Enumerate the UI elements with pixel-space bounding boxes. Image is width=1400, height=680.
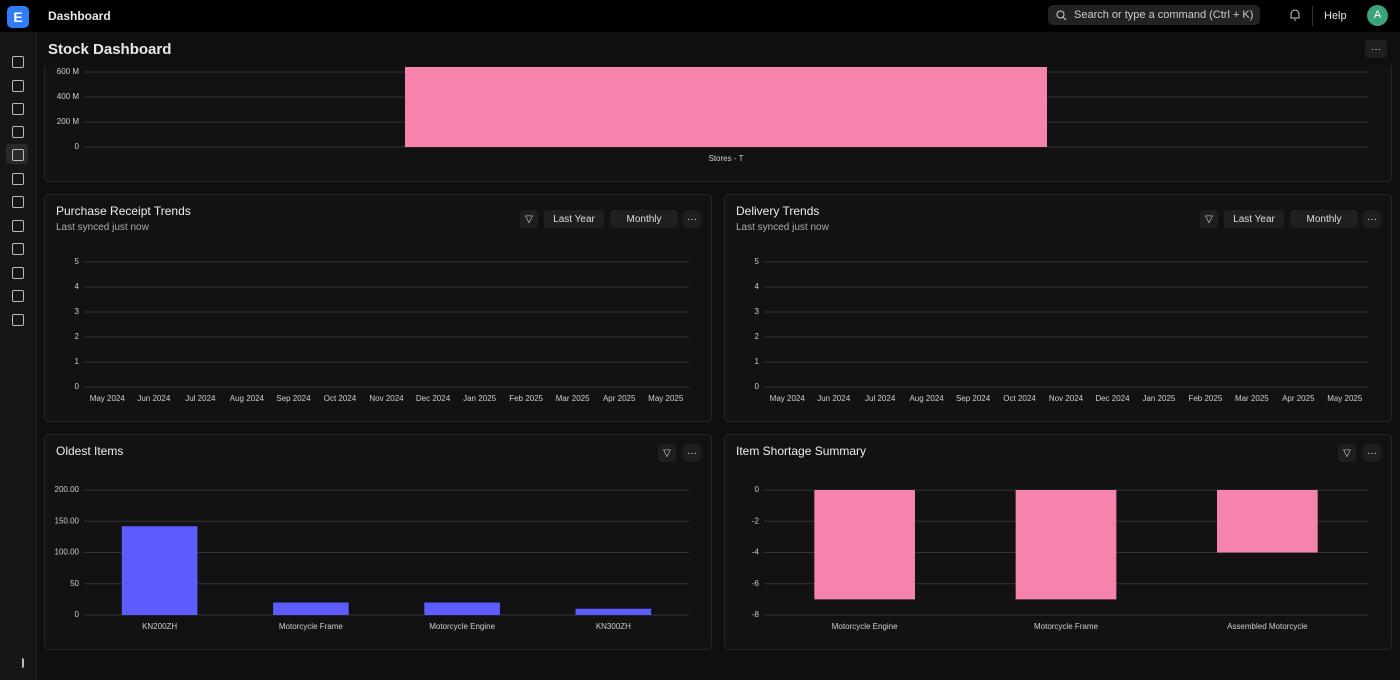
nav-icon[interactable] [12, 243, 24, 255]
nav-icon[interactable] [12, 103, 24, 115]
panel: Purchase Receipt Trends Last synced just… [44, 194, 712, 422]
search-bar[interactable]: Search or type a command (Ctrl + K) [1048, 5, 1260, 25]
nav-icon[interactable] [12, 220, 24, 232]
chart-title: Item Shortage Summary [736, 444, 867, 458]
menu-button[interactable]: ··· [683, 210, 701, 228]
chart-title: Purchase Receipt Trends [56, 204, 191, 218]
panel: Oldest Items ▽ ··· [44, 434, 712, 650]
filter-button[interactable]: ▽ [658, 444, 676, 462]
nav-icon[interactable] [12, 173, 24, 185]
menu-button[interactable]: ··· [1363, 210, 1381, 228]
nav-icon[interactable] [12, 126, 24, 138]
chart-title: Oldest Items [56, 444, 124, 458]
menu-button[interactable]: ··· [1363, 444, 1381, 462]
top-bar: E Dashboard Search or type a command (Ct… [0, 0, 1400, 32]
avatar[interactable]: A [1367, 5, 1388, 26]
menu-button[interactable]: ··· [683, 444, 701, 462]
nav-icon[interactable] [12, 196, 24, 208]
notification-icon[interactable] [1289, 9, 1301, 22]
nav-icon[interactable] [12, 314, 24, 326]
logo[interactable]: E [7, 6, 29, 28]
divider [1312, 6, 1313, 26]
filter-button[interactable]: ▽ [520, 210, 538, 228]
range-select[interactable]: Last Year [544, 210, 604, 228]
interval-select[interactable]: Monthly [610, 210, 678, 228]
help-menu[interactable]: Help [1324, 10, 1347, 22]
chart-title: Delivery Trends [736, 204, 820, 218]
nav-icon[interactable] [12, 149, 24, 161]
filter-button[interactable]: ▽ [1200, 210, 1218, 228]
panel: Delivery Trends Last synced just now ▽ L… [724, 194, 1392, 422]
collapse-icon[interactable] [12, 658, 24, 668]
page-title: Stock Dashboard [48, 41, 172, 58]
nav-icon[interactable] [12, 80, 24, 92]
breadcrumb[interactable]: Dashboard [48, 9, 111, 23]
filter-button[interactable]: ▽ [1338, 444, 1356, 462]
interval-select[interactable]: Monthly [1290, 210, 1358, 228]
nav-icon[interactable] [12, 267, 24, 279]
sidebar [0, 32, 37, 680]
nav-icon[interactable] [12, 56, 24, 68]
range-select[interactable]: Last Year [1224, 210, 1284, 228]
chart-subtitle: Last synced just now [736, 222, 829, 233]
page-header: Stock Dashboard ··· [37, 32, 1400, 66]
panel: Item Shortage Summary ▽ ··· [724, 434, 1392, 650]
nav-icon[interactable] [12, 290, 24, 302]
chart-subtitle: Last synced just now [56, 222, 149, 233]
menu-button[interactable]: ··· [1365, 40, 1387, 58]
search-icon [1056, 10, 1067, 21]
